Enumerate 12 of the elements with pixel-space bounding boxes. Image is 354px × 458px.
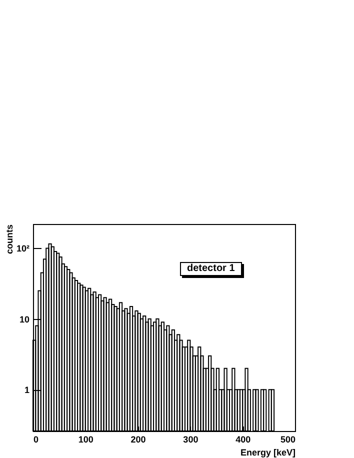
x-tick-label: 500 xyxy=(280,434,296,444)
x-axis-title: Energy [keV] xyxy=(240,448,296,458)
x-tick-label: 100 xyxy=(78,434,94,444)
x-tick-label: 400 xyxy=(236,434,251,444)
x-tick-label: 200 xyxy=(130,434,146,444)
y-tick-label: 10 xyxy=(19,314,30,324)
annotation: detector 1 xyxy=(180,262,242,276)
x-tick-label: 300 xyxy=(183,434,198,444)
y-axis-title: counts xyxy=(4,224,14,254)
x-tick-label: 0 xyxy=(34,434,39,444)
y-tick-label: 10² xyxy=(16,244,30,254)
y-tick-label: 1 xyxy=(24,385,30,396)
